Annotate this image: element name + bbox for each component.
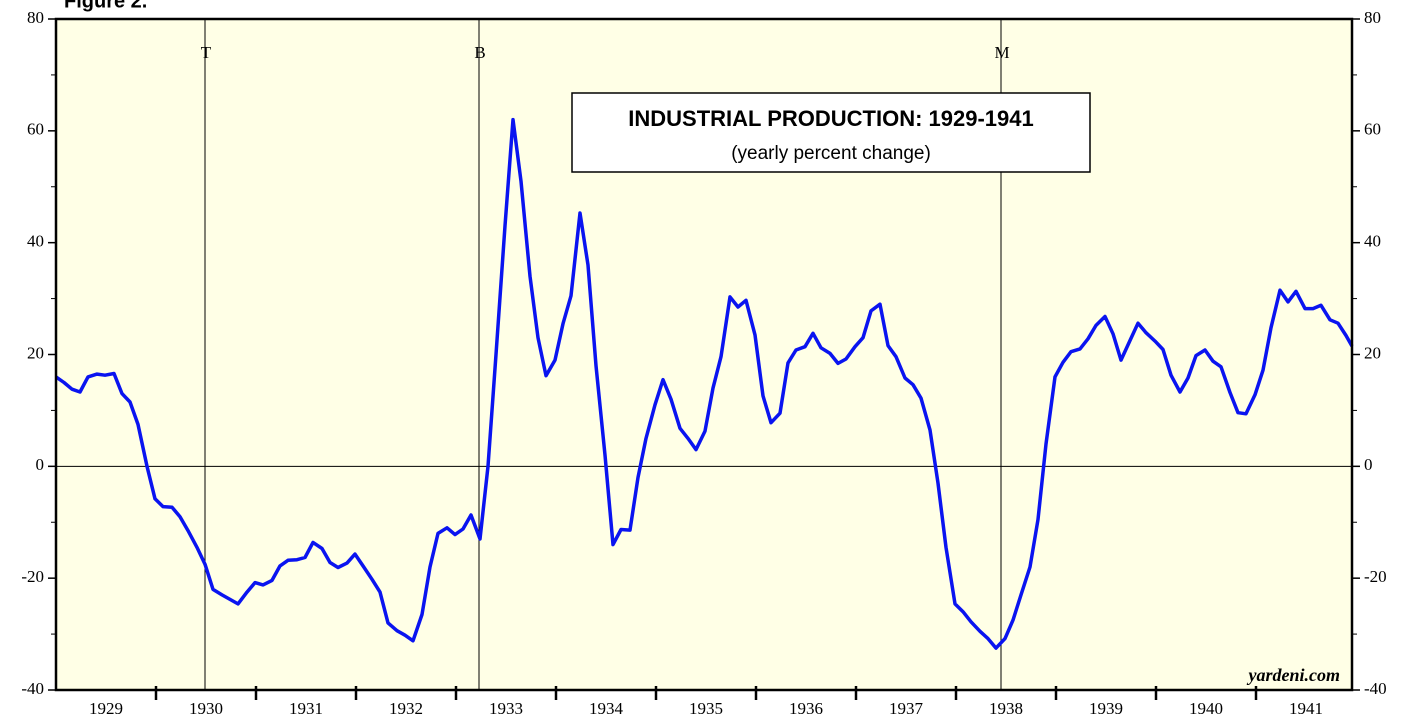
x-tick-label: 1930 [189, 699, 223, 718]
title-box [571, 92, 1091, 173]
plot-frame [54, 17, 1354, 692]
x-tick-label: 1937 [889, 699, 924, 718]
y2-tick-label: 60 [1364, 120, 1381, 139]
x-tick-label: 1935 [689, 699, 723, 718]
data-line [54, 117, 1354, 650]
event-label: T [201, 43, 212, 62]
x-tick-label: 1938 [989, 699, 1023, 718]
x-tick-label: 1933 [489, 699, 523, 718]
chart-title: INDUSTRIAL PRODUCTION: 1929-1941 [628, 106, 1033, 131]
y2-tick-label: 40 [1364, 232, 1381, 251]
figure-label: Figure 2. [64, 0, 147, 12]
y-tick-label: 0 [36, 455, 45, 474]
y2-tick-label: 20 [1364, 343, 1381, 362]
x-tick-label: 1931 [289, 699, 323, 718]
x-tick-label: 1940 [1189, 699, 1223, 718]
source-label: yardeni.com [1247, 665, 1341, 685]
y2-tick-label: -40 [1364, 679, 1387, 698]
y2-tick-label: -20 [1364, 567, 1387, 586]
y-tick-label: 40 [27, 232, 44, 251]
x-tick-label: 1939 [1089, 699, 1123, 718]
y2-tick-label: 0 [1364, 455, 1373, 474]
y2-tick-label: 80 [1364, 8, 1381, 27]
y-tick-label: 80 [27, 8, 44, 27]
chart-subtitle: (yearly percent change) [731, 143, 931, 164]
y-tick-label: -20 [21, 567, 44, 586]
y-tick-label: -40 [21, 679, 44, 698]
x-tick-label: 1941 [1289, 699, 1323, 718]
event-label: M [994, 43, 1009, 62]
x-tick-label: 1929 [89, 699, 123, 718]
event-label: B [474, 43, 485, 62]
y-tick-label: 60 [27, 120, 44, 139]
y-tick-label: 20 [27, 343, 44, 362]
x-tick-label: 1934 [589, 699, 624, 718]
x-tick-label: 1936 [789, 699, 823, 718]
x-tick-label: 1932 [389, 699, 423, 718]
